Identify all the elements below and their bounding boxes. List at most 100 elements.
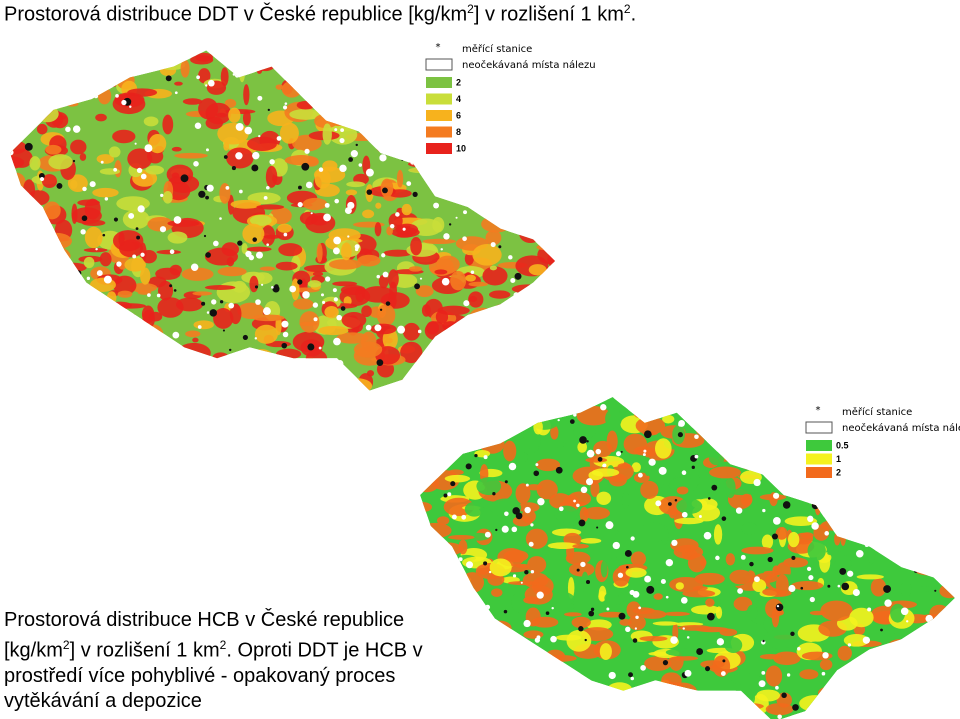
map-patch	[531, 118, 552, 132]
map-dot	[410, 159, 416, 165]
map-dot	[10, 335, 13, 341]
map-patch	[927, 632, 953, 648]
map-dot	[71, 78, 76, 82]
map-dot	[339, 164, 347, 173]
map-patch	[39, 311, 65, 334]
map-patch	[30, 50, 47, 54]
map-patch	[887, 459, 919, 466]
map-patch	[332, 384, 342, 391]
map-dot	[104, 342, 110, 349]
map-dot	[904, 688, 907, 691]
map-dot	[301, 162, 310, 171]
map-patch	[505, 397, 519, 404]
caption-part: ] v rozlišení 1 km	[69, 639, 220, 662]
legend-label: 1	[836, 454, 841, 464]
map-dot	[261, 283, 264, 286]
map-patch	[564, 612, 582, 617]
map-patch	[84, 57, 105, 69]
map-patch	[295, 50, 311, 57]
map-dot	[775, 603, 784, 612]
legend-label: 10	[456, 143, 466, 153]
map-patch	[840, 526, 847, 546]
map-patch	[619, 406, 629, 414]
map-dot	[630, 676, 635, 681]
map-patch	[242, 110, 251, 126]
map-patch	[476, 356, 492, 372]
map-patch	[437, 332, 463, 350]
map-patch	[487, 663, 495, 683]
legend-unexpected: neočekávaná místa nálezu	[462, 59, 596, 71]
legend-swatch	[806, 440, 832, 451]
map-patch	[25, 295, 45, 301]
map-patch	[10, 148, 33, 168]
map-patch	[890, 603, 906, 623]
map-patch	[338, 88, 371, 111]
map-patch	[905, 648, 939, 669]
map-dot	[455, 216, 458, 219]
map-dot	[634, 627, 638, 630]
map-dot	[258, 134, 261, 138]
map-dot	[576, 568, 580, 572]
map-dot	[897, 714, 906, 719]
map-dot	[906, 620, 909, 623]
map-patch	[148, 133, 167, 154]
map-dot	[588, 610, 595, 617]
map-dot	[754, 576, 760, 583]
map-dot	[538, 378, 543, 382]
map-dot	[557, 418, 560, 422]
map-patch	[122, 209, 150, 230]
map-dot	[205, 84, 208, 87]
map-dot	[492, 691, 497, 697]
map-dot	[430, 120, 439, 128]
map-patch	[893, 511, 921, 521]
map-dot	[283, 232, 288, 237]
map-patch	[837, 645, 852, 661]
map-patch	[95, 113, 107, 122]
map-dot	[222, 329, 226, 332]
map-patch	[535, 378, 555, 391]
map-patch	[487, 684, 507, 699]
map-dot	[440, 341, 444, 344]
map-patch	[715, 397, 747, 405]
map-patch	[88, 374, 109, 381]
map-patch	[189, 385, 201, 391]
map-patch	[854, 670, 877, 679]
map-patch	[166, 164, 194, 185]
map-dot	[899, 494, 902, 497]
map-patch	[917, 586, 932, 592]
map-dot	[939, 477, 944, 482]
map-patch	[372, 50, 391, 60]
map-patch	[766, 470, 787, 482]
map-dot	[462, 236, 467, 242]
map-patch	[633, 472, 650, 483]
map-patch	[281, 80, 302, 98]
map-patch	[528, 264, 547, 276]
map-dot	[86, 276, 91, 280]
map-patch	[436, 516, 450, 526]
map-patch	[866, 649, 874, 669]
map-dot	[136, 235, 141, 240]
map-dot	[852, 588, 860, 597]
map-dot	[13, 227, 19, 233]
map-dot	[271, 285, 274, 289]
map-patch	[290, 358, 324, 380]
map-patch	[682, 589, 716, 598]
map-patch	[372, 113, 390, 127]
map-patch	[926, 434, 943, 447]
map-dot	[771, 533, 778, 540]
map-dot	[128, 212, 135, 219]
map-patch	[52, 82, 72, 88]
map-patch	[547, 252, 555, 267]
map-patch	[83, 247, 108, 253]
map-dot	[635, 615, 639, 620]
map-dot	[519, 316, 526, 323]
map-patch	[631, 462, 641, 473]
map-patch	[328, 107, 348, 127]
map-dot	[618, 612, 626, 620]
map-dot	[545, 658, 551, 663]
map-patch	[483, 72, 491, 93]
map-dot	[776, 605, 780, 608]
map-dot	[474, 453, 478, 458]
map-patch	[697, 411, 719, 419]
map-patch	[433, 428, 441, 442]
